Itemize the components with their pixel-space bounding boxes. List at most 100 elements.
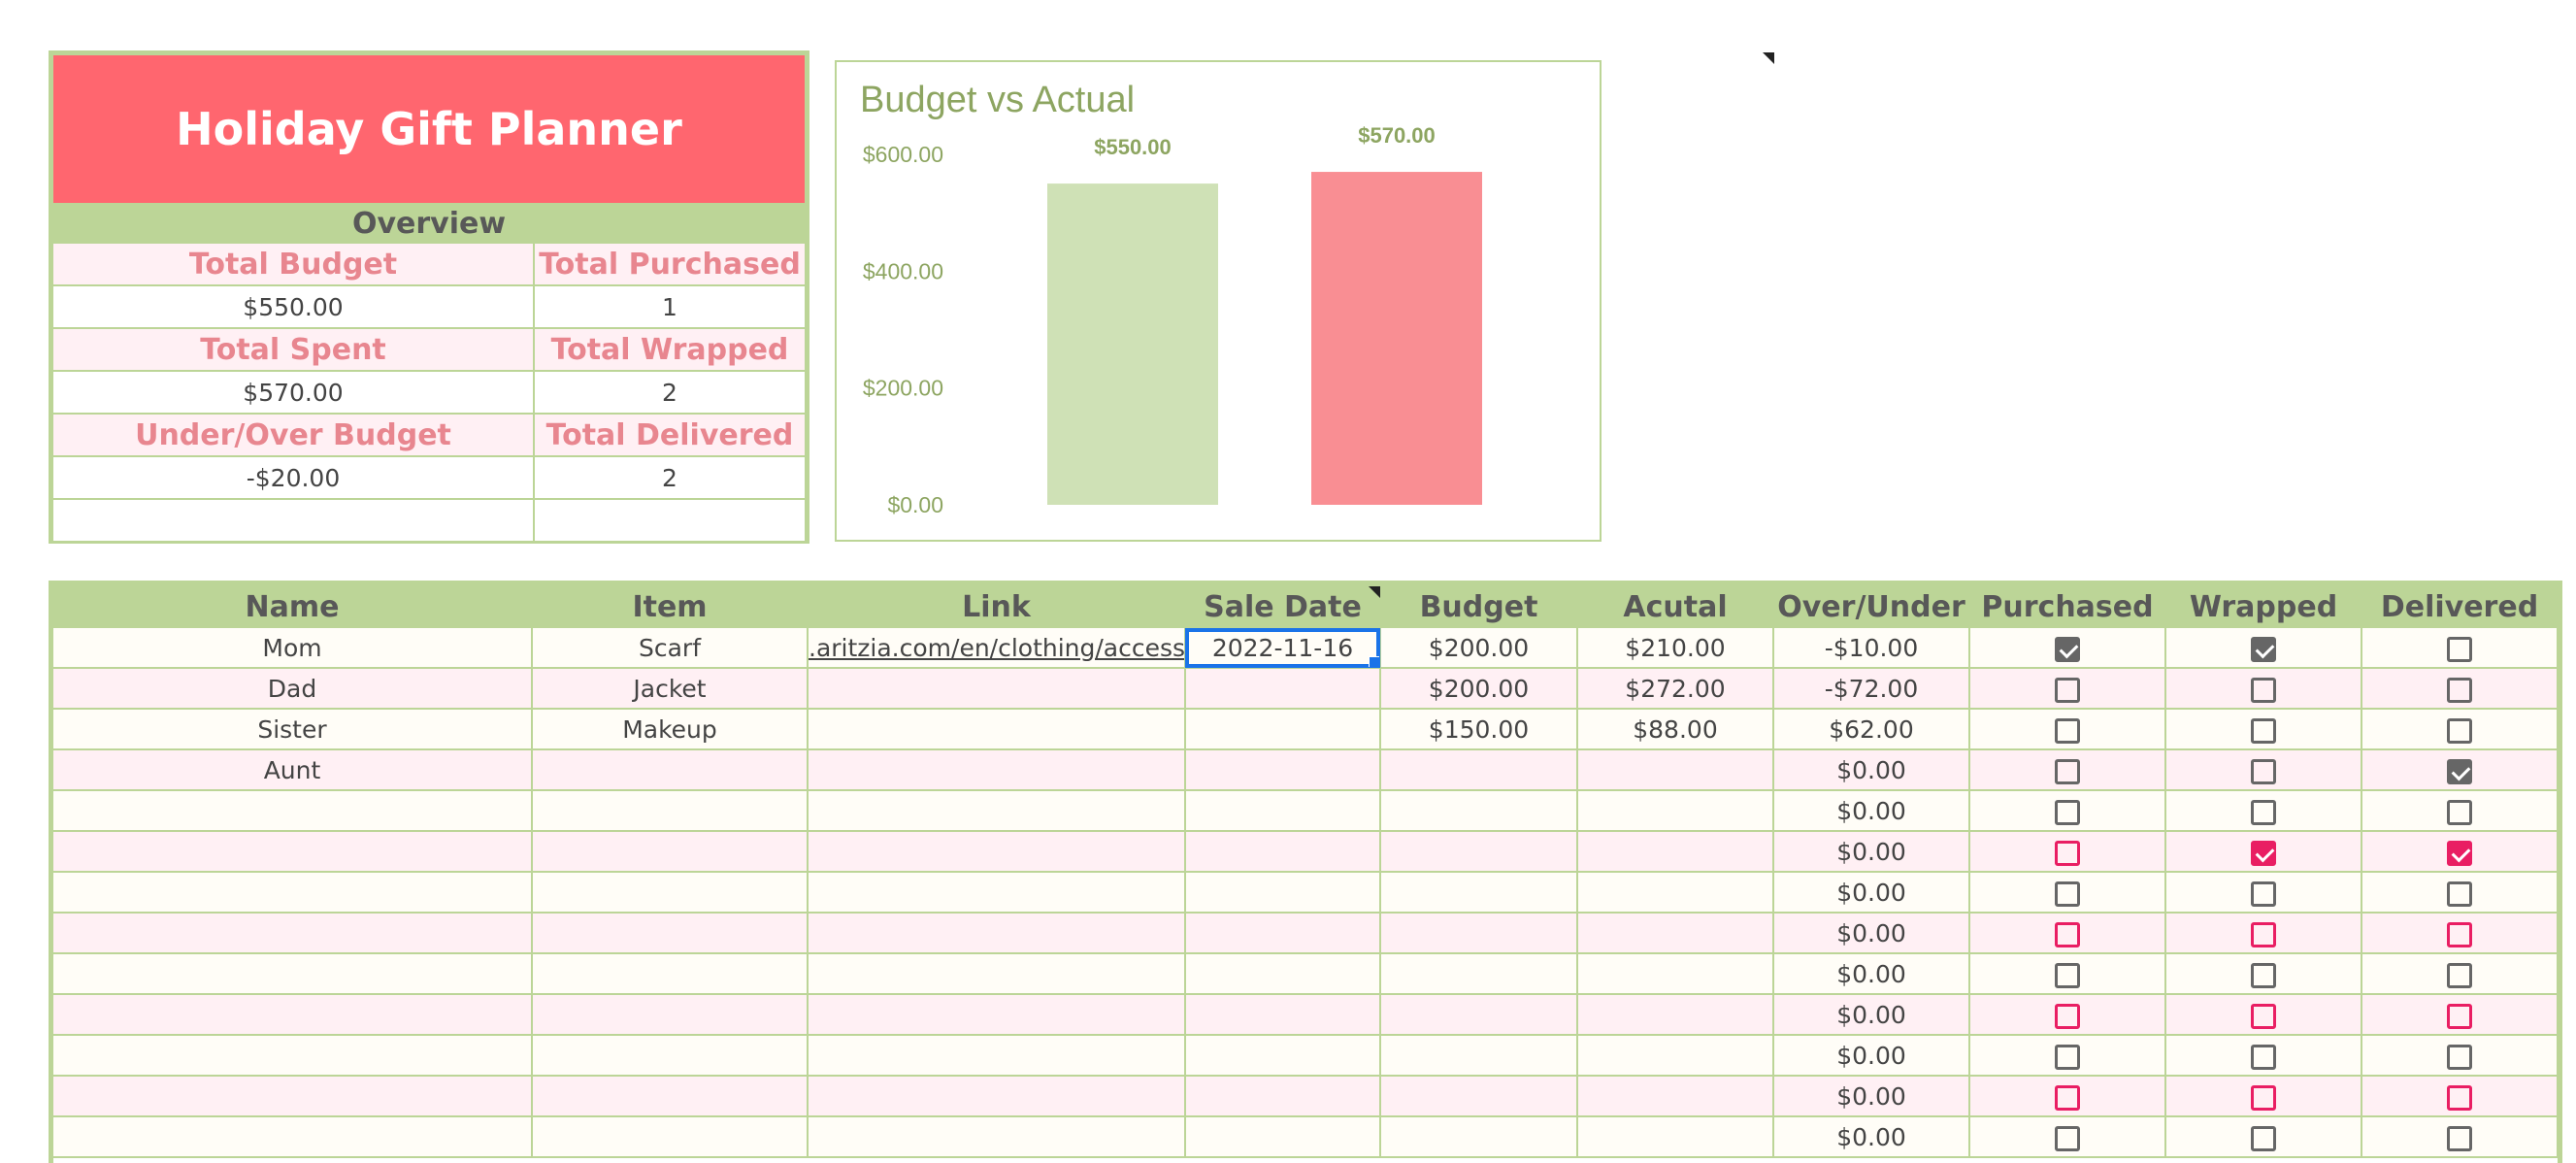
overview-empty-cell[interactable] <box>535 500 805 541</box>
purchased-checkbox[interactable] <box>2055 1003 2080 1029</box>
cell-link[interactable] <box>808 790 1186 832</box>
cell-name[interactable] <box>53 994 533 1036</box>
cell-sale-date[interactable] <box>1185 749 1381 791</box>
cell-over-under[interactable]: $0.00 <box>1773 913 1970 954</box>
column-header-name[interactable]: Name <box>53 585 533 628</box>
column-header-over-under[interactable]: Over/Under <box>1773 585 1970 628</box>
cell-over-under[interactable]: $0.00 <box>1773 831 1970 873</box>
cell-link[interactable] <box>808 1035 1186 1077</box>
purchased-checkbox[interactable] <box>2055 717 2080 744</box>
cell-over-under[interactable]: $0.00 <box>1773 872 1970 914</box>
cell-sale-date[interactable] <box>1185 913 1381 954</box>
wrapped-checkbox[interactable] <box>2251 1044 2276 1070</box>
overview-value-right-1[interactable]: 2 <box>535 372 805 415</box>
cell-budget[interactable]: $200.00 <box>1380 628 1578 669</box>
delivered-checkbox[interactable] <box>2447 1084 2472 1111</box>
overview-label-left-1[interactable]: Total Spent <box>53 329 535 372</box>
cell-item[interactable] <box>532 1076 809 1117</box>
purchased-checkbox[interactable] <box>2055 758 2080 784</box>
overview-label-left-0[interactable]: Total Budget <box>53 244 535 286</box>
delivered-checkbox[interactable] <box>2447 758 2472 784</box>
cell-over-under[interactable]: $0.00 <box>1773 994 1970 1036</box>
cell-actual[interactable] <box>1577 953 1774 995</box>
budget-vs-actual-chart[interactable]: Budget vs Actual $0.00 $200.00 $400.00 $600… <box>835 60 1602 542</box>
column-header-link[interactable]: Link <box>808 585 1186 628</box>
purchased-checkbox[interactable] <box>2055 921 2080 947</box>
comment-indicator[interactable] <box>1369 586 1380 598</box>
delivered-checkbox[interactable] <box>2447 921 2472 947</box>
cell-name[interactable]: Dad <box>53 668 533 710</box>
cell-item[interactable]: Makeup <box>532 709 809 750</box>
cell-actual[interactable] <box>1577 790 1774 832</box>
wrapped-checkbox[interactable] <box>2251 717 2276 744</box>
overview-label-right-2[interactable]: Total Delivered <box>535 415 805 457</box>
cell-over-under[interactable]: $0.00 <box>1773 1076 1970 1117</box>
cell-sale-date[interactable] <box>1185 668 1381 710</box>
cell-name[interactable] <box>53 831 533 873</box>
wrapped-checkbox[interactable] <box>2251 799 2276 825</box>
cell-item[interactable] <box>532 994 809 1036</box>
cell-name[interactable]: Sister <box>53 709 533 750</box>
cell-budget[interactable] <box>1380 1076 1578 1117</box>
overview-value-right-0[interactable]: 1 <box>535 286 805 329</box>
cell-name[interactable] <box>53 953 533 995</box>
wrapped-checkbox[interactable] <box>2251 636 2276 662</box>
cell-actual[interactable]: $88.00 <box>1577 709 1774 750</box>
purchased-checkbox[interactable] <box>2055 636 2080 662</box>
cell-sale-date[interactable] <box>1185 1116 1381 1158</box>
overview-heading[interactable]: Overview <box>53 203 805 244</box>
cell-budget[interactable] <box>1380 831 1578 873</box>
overview-label-right-1[interactable]: Total Wrapped <box>535 329 805 372</box>
cell-actual[interactable] <box>1577 994 1774 1036</box>
purchased-checkbox[interactable] <box>2055 1125 2080 1151</box>
overview-value-left-1[interactable]: $570.00 <box>53 372 535 415</box>
cell-name[interactable] <box>53 790 533 832</box>
cell-link[interactable] <box>808 709 1186 750</box>
purchased-checkbox[interactable] <box>2055 962 2080 988</box>
overview-value-left-2[interactable]: -$20.00 <box>53 457 535 500</box>
cell-name[interactable] <box>53 1116 533 1158</box>
purchased-checkbox[interactable] <box>2055 677 2080 703</box>
cell-over-under[interactable]: $0.00 <box>1773 1116 1970 1158</box>
cell-item[interactable]: Scarf <box>532 628 809 669</box>
comment-indicator[interactable] <box>1763 52 1774 64</box>
cell-over-under[interactable]: $0.00 <box>1773 953 1970 995</box>
cell-item[interactable] <box>532 790 809 832</box>
cell-link[interactable] <box>808 831 1186 873</box>
cell-budget[interactable] <box>1380 1035 1578 1077</box>
column-header-budget[interactable]: Budget <box>1380 585 1578 628</box>
cell-item[interactable] <box>532 1035 809 1077</box>
column-header-wrapped[interactable]: Wrapped <box>2165 585 2362 628</box>
overview-value-right-2[interactable]: 2 <box>535 457 805 500</box>
cell-sale-date[interactable] <box>1185 790 1381 832</box>
cell-actual[interactable] <box>1577 831 1774 873</box>
cell-sale-date[interactable]: 2022-11-16 <box>1185 628 1381 669</box>
cell-item[interactable] <box>532 913 809 954</box>
cell-budget[interactable] <box>1380 790 1578 832</box>
wrapped-checkbox[interactable] <box>2251 840 2276 866</box>
purchased-checkbox[interactable] <box>2055 799 2080 825</box>
cell-sale-date[interactable] <box>1185 709 1381 750</box>
cell-sale-date[interactable] <box>1185 994 1381 1036</box>
delivered-checkbox[interactable] <box>2447 1125 2472 1151</box>
cell-budget[interactable] <box>1380 994 1578 1036</box>
cell-budget[interactable]: $200.00 <box>1380 668 1578 710</box>
purchased-checkbox[interactable] <box>2055 1044 2080 1070</box>
overview-empty-cell[interactable] <box>53 500 535 541</box>
cell-link[interactable] <box>808 913 1186 954</box>
cell-name[interactable]: Mom <box>53 628 533 669</box>
delivered-checkbox[interactable] <box>2447 677 2472 703</box>
cell-link[interactable] <box>808 1116 1186 1158</box>
cell-name[interactable]: Aunt <box>53 749 533 791</box>
cell-budget[interactable] <box>1380 913 1578 954</box>
cell-over-under[interactable]: $0.00 <box>1773 749 1970 791</box>
wrapped-checkbox[interactable] <box>2251 1084 2276 1111</box>
cell-over-under[interactable]: -$72.00 <box>1773 668 1970 710</box>
cell-actual[interactable] <box>1577 1076 1774 1117</box>
cell-item[interactable] <box>532 1116 809 1158</box>
wrapped-checkbox[interactable] <box>2251 758 2276 784</box>
wrapped-checkbox[interactable] <box>2251 881 2276 907</box>
planner-title[interactable]: Holiday Gift Planner <box>53 55 805 203</box>
cell-over-under[interactable]: $0.00 <box>1773 1035 1970 1077</box>
cell-link[interactable] <box>808 1076 1186 1117</box>
